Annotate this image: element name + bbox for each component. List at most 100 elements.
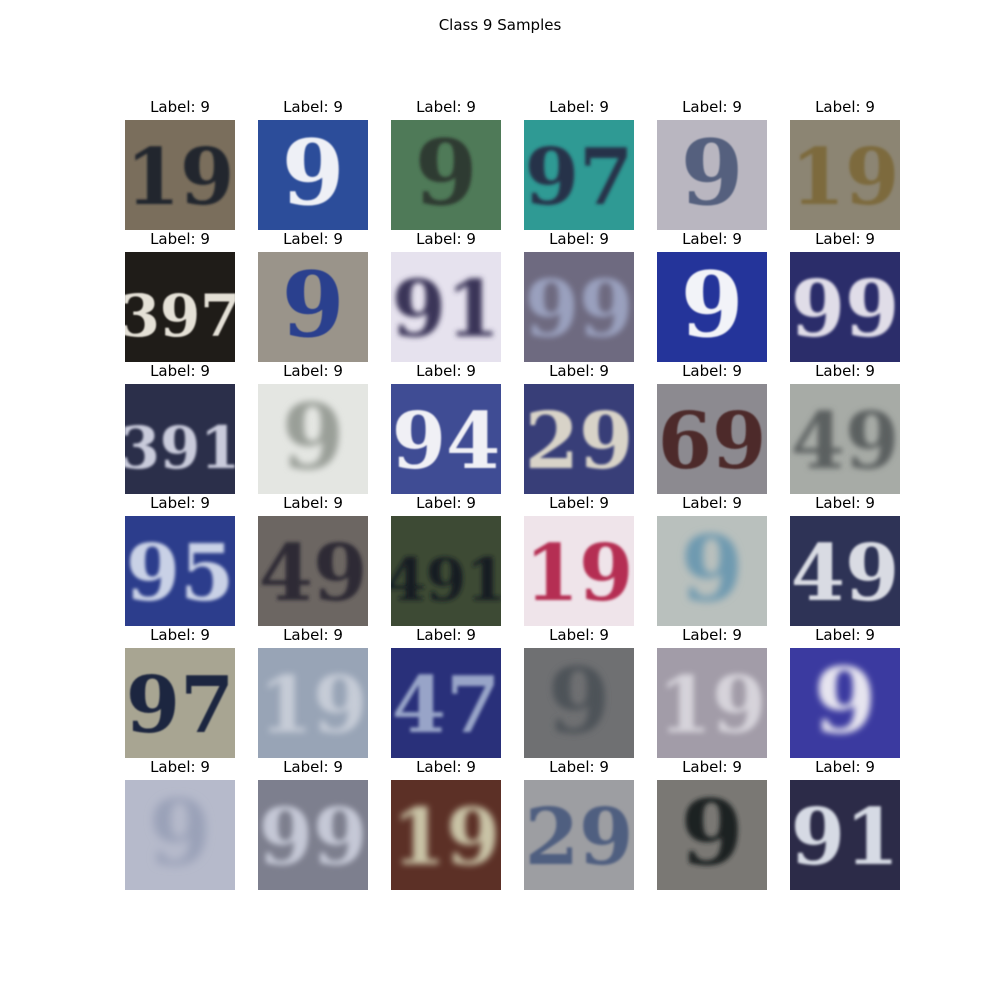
- sample-label: Label: 9: [549, 98, 609, 116]
- svg-text:47: 47: [392, 660, 501, 751]
- sample-image: 9: [657, 120, 767, 230]
- svg-text:9: 9: [814, 648, 877, 754]
- sample-label: Label: 9: [682, 626, 742, 644]
- svg-text:49: 49: [791, 528, 900, 619]
- sample-label: Label: 9: [150, 758, 210, 776]
- sample-label: Label: 9: [549, 758, 609, 776]
- sample-image: 49: [790, 384, 900, 494]
- svg-text:95: 95: [126, 528, 235, 619]
- sample-label: Label: 9: [815, 758, 875, 776]
- svg-text:29: 29: [525, 396, 634, 487]
- sample-cell: Label: 9 9: [657, 230, 767, 362]
- sample-image: 19: [524, 516, 634, 626]
- sample-cell: Label: 9 9: [258, 230, 368, 362]
- sample-label: Label: 9: [150, 626, 210, 644]
- sample-label: Label: 9: [815, 626, 875, 644]
- sample-cell: Label: 9 19: [125, 98, 235, 230]
- sample-cell: Label: 9 99: [790, 230, 900, 362]
- sample-label: Label: 9: [682, 758, 742, 776]
- sample-label: Label: 9: [682, 362, 742, 380]
- sample-image: 29: [524, 384, 634, 494]
- sample-label: Label: 9: [682, 230, 742, 248]
- sample-image: 49: [790, 516, 900, 626]
- sample-label: Label: 9: [815, 230, 875, 248]
- sample-label: Label: 9: [549, 494, 609, 512]
- sample-image: 19: [258, 648, 368, 758]
- svg-text:9: 9: [548, 648, 611, 754]
- svg-text:19: 19: [392, 792, 501, 883]
- sample-cell: Label: 9 47: [391, 626, 501, 758]
- figure-title: Class 9 Samples: [438, 16, 562, 34]
- sample-image: 9: [657, 252, 767, 362]
- svg-text:9: 9: [149, 780, 212, 886]
- sample-cell: Label: 9 9: [125, 758, 235, 890]
- sample-image: 99: [524, 252, 634, 362]
- sample-image: 397: [125, 252, 235, 362]
- sample-cell: Label: 9 29: [524, 758, 634, 890]
- svg-text:91: 91: [392, 264, 501, 355]
- sample-cell: Label: 9 19: [391, 758, 501, 890]
- svg-text:397: 397: [125, 282, 235, 350]
- sample-image: 97: [125, 648, 235, 758]
- sample-label: Label: 9: [815, 494, 875, 512]
- sample-image: 99: [258, 780, 368, 890]
- sample-cell: Label: 9 397: [125, 230, 235, 362]
- svg-text:99: 99: [525, 264, 634, 355]
- sample-image: 9: [524, 648, 634, 758]
- svg-text:91: 91: [791, 792, 900, 883]
- sample-label: Label: 9: [815, 362, 875, 380]
- sample-label: Label: 9: [283, 494, 343, 512]
- svg-text:49: 49: [259, 528, 368, 619]
- sample-label: Label: 9: [283, 98, 343, 116]
- sample-image: 391: [125, 384, 235, 494]
- svg-text:29: 29: [525, 792, 634, 883]
- sample-cell: Label: 9 19: [790, 98, 900, 230]
- sample-label: Label: 9: [283, 758, 343, 776]
- sample-label: Label: 9: [682, 494, 742, 512]
- svg-text:9: 9: [282, 120, 345, 226]
- sample-label: Label: 9: [416, 230, 476, 248]
- sample-label: Label: 9: [283, 362, 343, 380]
- sample-cell: Label: 9 49: [258, 494, 368, 626]
- sample-cell: Label: 9 97: [125, 626, 235, 758]
- sample-image: 9: [657, 516, 767, 626]
- sample-cell: Label: 9 9: [657, 758, 767, 890]
- svg-text:69: 69: [658, 396, 767, 487]
- sample-image: 69: [657, 384, 767, 494]
- sample-cell: Label: 9 99: [524, 230, 634, 362]
- svg-text:49: 49: [791, 396, 900, 487]
- svg-text:9: 9: [282, 252, 345, 358]
- sample-label: Label: 9: [283, 230, 343, 248]
- sample-label: Label: 9: [682, 98, 742, 116]
- svg-text:97: 97: [525, 132, 634, 223]
- sample-cell: Label: 9 9: [524, 626, 634, 758]
- sample-cell: Label: 9 29: [524, 362, 634, 494]
- sample-label: Label: 9: [150, 362, 210, 380]
- sample-cell: Label: 9 9: [790, 626, 900, 758]
- svg-text:99: 99: [791, 264, 900, 355]
- sample-cell: Label: 9 99: [258, 758, 368, 890]
- sample-cell: Label: 9 95: [125, 494, 235, 626]
- svg-text:9: 9: [681, 516, 744, 622]
- svg-text:19: 19: [658, 660, 767, 751]
- svg-text:9: 9: [681, 780, 744, 886]
- svg-text:99: 99: [259, 792, 368, 883]
- sample-image: 9: [391, 120, 501, 230]
- sample-image: 9: [657, 780, 767, 890]
- sample-image: 99: [790, 252, 900, 362]
- sample-cell: Label: 9 94: [391, 362, 501, 494]
- svg-text:19: 19: [126, 132, 235, 223]
- sample-label: Label: 9: [416, 98, 476, 116]
- sample-cell: Label: 9 49: [790, 362, 900, 494]
- sample-cell: Label: 9 49: [790, 494, 900, 626]
- sample-label: Label: 9: [416, 626, 476, 644]
- sample-label: Label: 9: [549, 626, 609, 644]
- sample-cell: Label: 9 9: [657, 98, 767, 230]
- sample-label: Label: 9: [150, 98, 210, 116]
- svg-text:9: 9: [415, 120, 478, 226]
- svg-text:9: 9: [282, 384, 345, 490]
- sample-label: Label: 9: [416, 758, 476, 776]
- svg-text:9: 9: [681, 252, 744, 358]
- sample-image: 94: [391, 384, 501, 494]
